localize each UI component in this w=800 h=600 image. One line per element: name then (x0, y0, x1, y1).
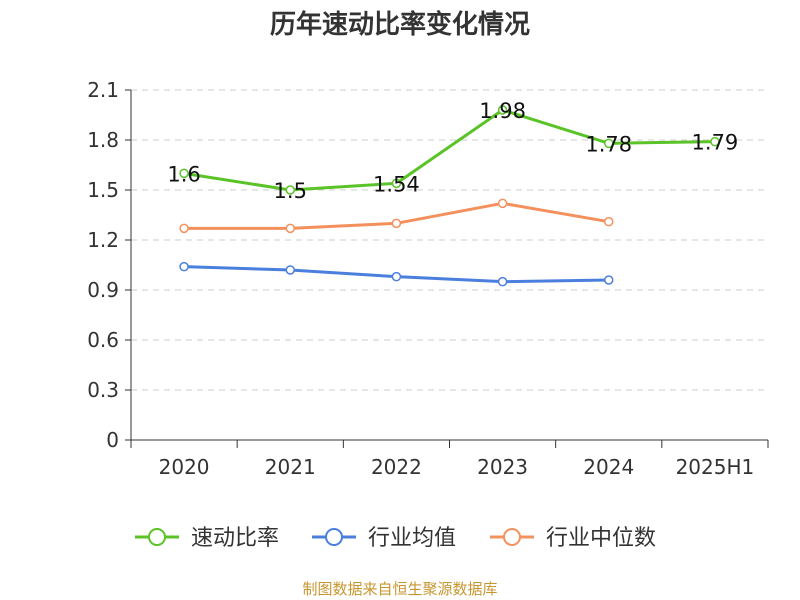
y-tick-label: 0.3 (87, 378, 119, 402)
data-label: 1.98 (479, 99, 526, 123)
x-tick-label: 2020 (159, 455, 210, 479)
data-label: 1.78 (585, 132, 632, 156)
data-point (285, 223, 295, 234)
data-point (391, 271, 402, 282)
legend: 速动比率 行业均值 行业中位数 (135, 526, 656, 551)
data-point (604, 216, 614, 227)
data-point (710, 136, 720, 147)
legend-marker (148, 528, 166, 546)
y-tick-label: 1.5 (87, 178, 119, 202)
data-point (285, 185, 295, 195)
data-point (179, 261, 189, 272)
y-tick-label: 0.6 (87, 328, 119, 352)
legend-marker (325, 528, 343, 546)
grid-lines (131, 89, 768, 391)
data-point (604, 138, 614, 149)
data-labels: 1.6 1.5 1.54 1.98 1.78 1.79 (167, 99, 738, 203)
data-point (285, 265, 295, 275)
y-tick-label: 0 (106, 428, 119, 452)
x-tick-label: 2023 (477, 455, 528, 479)
data-label: 1.54 (373, 172, 420, 196)
x-tick-label: 2025H1 (676, 455, 755, 479)
legend-label: 行业均值 (368, 526, 456, 551)
y-tick-label: 1.8 (87, 128, 119, 152)
series-layer (179, 105, 720, 287)
x-tick-label: 2024 (583, 455, 634, 479)
legend-marker (503, 528, 521, 546)
data-label: 1.79 (692, 131, 739, 155)
y-tick-label: 2.1 (87, 78, 119, 102)
series-line-0 (183, 108, 715, 192)
data-label: 1.5 (274, 179, 307, 203)
legend-label: 速动比率 (191, 526, 279, 551)
data-point (391, 178, 402, 189)
data-point (497, 105, 508, 115)
data-label: 1.6 (167, 162, 200, 186)
data-point (179, 168, 189, 179)
x-tick-label: 2021 (265, 455, 316, 479)
data-point (497, 198, 508, 209)
chart-title: 历年速动比率变化情况 (269, 10, 530, 40)
data-point (391, 218, 402, 229)
data-point (497, 276, 508, 287)
data-point (604, 275, 614, 285)
y-tick-label: 1.2 (87, 228, 119, 252)
x-tick-label: 2022 (371, 455, 422, 479)
data-point (179, 223, 189, 234)
axes: 0 0.3 0.6 0.9 1.2 1.5 1.8 2.1 2020 2021 2022 2023 20… (87, 78, 769, 479)
source-footer: 制图数据来自恒生聚源数据库 (302, 580, 498, 598)
y-tick-label: 0.9 (87, 278, 119, 302)
legend-label: 行业中位数 (546, 526, 656, 551)
